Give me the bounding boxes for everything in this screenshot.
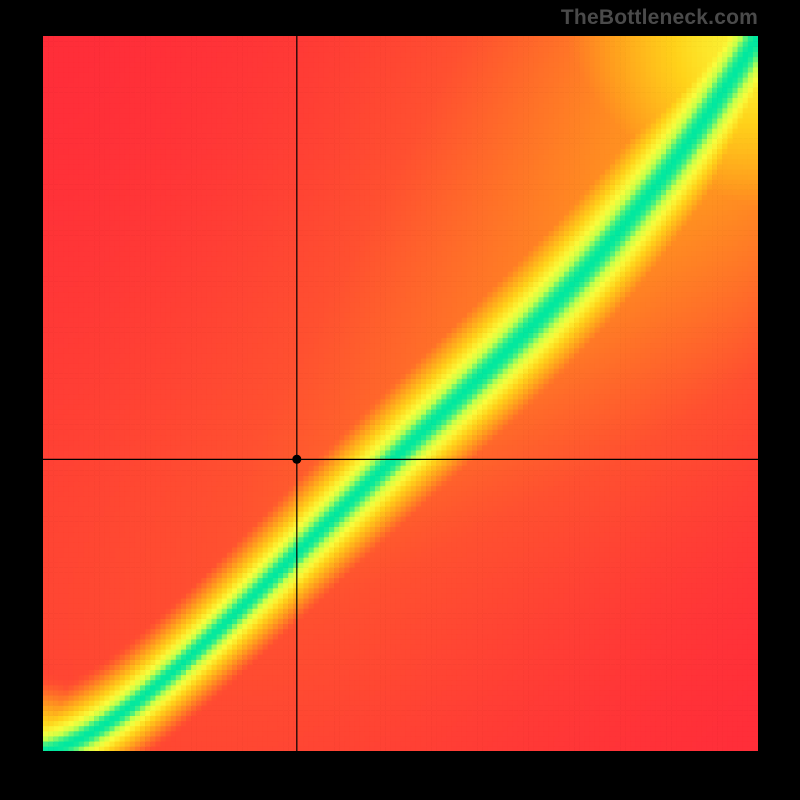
heatmap-plot [43,36,758,751]
heatmap-canvas [43,36,758,751]
watermark-text: TheBottleneck.com [561,6,758,30]
